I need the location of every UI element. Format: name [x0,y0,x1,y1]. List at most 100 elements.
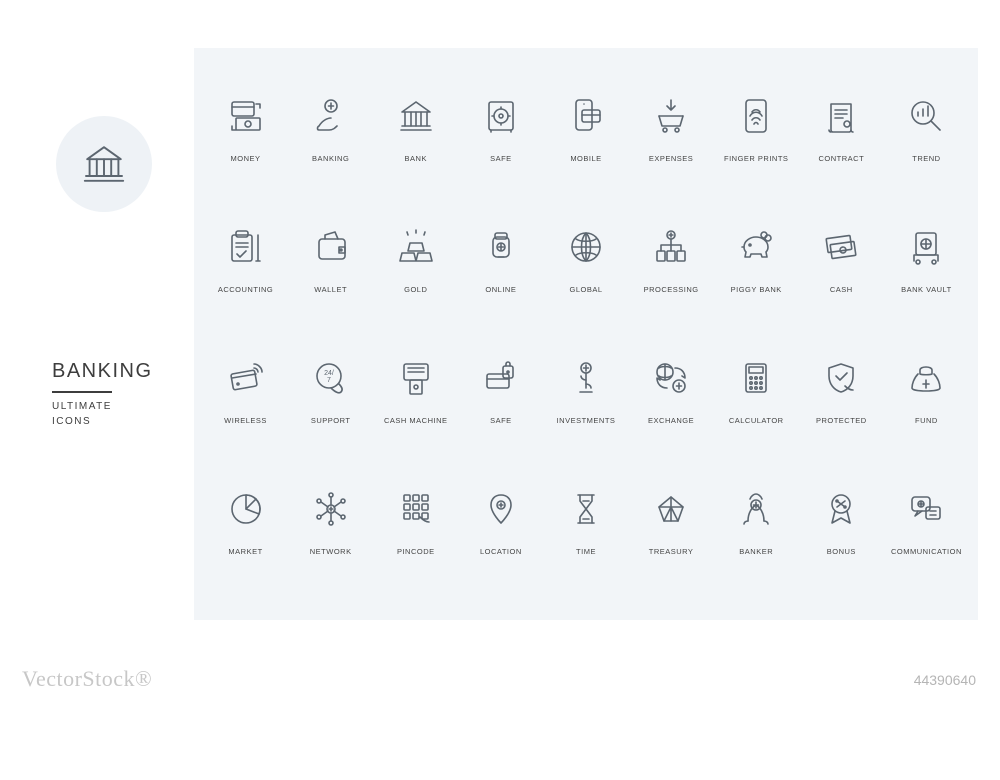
icon-label: WIRELESS [224,416,267,425]
trend-icon [902,92,950,140]
icon-cell-wallet: WALLET [289,223,372,348]
icon-cell-contract: CONTRACT [800,92,883,217]
icon-cell-fingerprints: FINGER PRINTS [715,92,798,217]
icon-label: MONEY [231,154,261,163]
icon-label: TIME [576,547,596,556]
icon-cell-fund: FUND [885,354,968,479]
location-icon [477,485,525,533]
icon-cell-bank: BANK [374,92,457,217]
icon-label: GOLD [404,285,427,294]
watermark-text: VectorStock® [22,666,152,692]
icon-cell-calculator: CALCULATOR [715,354,798,479]
bank-icon [392,92,440,140]
icon-label: PROCESSING [644,285,699,294]
icon-label: BANK VAULT [901,285,952,294]
icon-cell-online: ONLINE [459,223,542,348]
icon-cell-cashmachine: CASH MACHINE [374,354,457,479]
icon-cell-bankvault: BANK VAULT [885,223,968,348]
icon-cell-market: MARKET [204,485,287,610]
safe2-icon [477,354,525,402]
protected-icon [817,354,865,402]
icon-cell-safe: SAFE [459,92,542,217]
icon-cell-pincode: PINCODE [374,485,457,610]
canvas: BANKING ULTIMATE ICONS MONEY BANKING BANK S… [22,48,978,620]
fund-icon [902,354,950,402]
icon-cell-processing: PROCESSING [630,223,713,348]
icon-label: BONUS [827,547,856,556]
icon-label: EXCHANGE [648,416,694,425]
icon-label: CALCULATOR [729,416,784,425]
icon-cell-expenses: EXPENSES [630,92,713,217]
icon-cell-trend: TREND [885,92,968,217]
investments-icon [562,354,610,402]
exchange-icon [647,354,695,402]
hero-bank-icon [56,116,152,212]
title-sub1: ULTIMATE [52,399,153,414]
banking-icon [307,92,355,140]
icon-cell-bonus: BONUS [800,485,883,610]
icon-cell-banker: BANKER [715,485,798,610]
wireless-icon [222,354,270,402]
icon-cell-network: NETWORK [289,485,372,610]
bonus-icon [817,485,865,533]
title-main: BANKING [52,360,153,383]
icon-label: FUND [915,416,938,425]
global-icon [562,223,610,271]
icon-cell-exchange: EXCHANGE [630,354,713,479]
icon-label: INVESTMENTS [557,416,616,425]
cashmachine-icon [392,354,440,402]
calculator-icon [732,354,780,402]
icon-label: EXPENSES [649,154,693,163]
wallet-icon [307,223,355,271]
network-icon [307,485,355,533]
expenses-icon [647,92,695,140]
icon-label: LOCATION [480,547,522,556]
cash-icon [817,223,865,271]
icon-label: SUPPORT [311,416,351,425]
money-icon [222,92,270,140]
icon-cell-accounting: ACCOUNTING [204,223,287,348]
icon-label: ACCOUNTING [218,285,273,294]
icon-cell-time: TIME [544,485,627,610]
icon-cell-treasury: TREASURY [630,485,713,610]
banker-icon [732,485,780,533]
icon-cell-banking: BANKING [289,92,372,217]
title-block: BANKING ULTIMATE ICONS [52,360,153,429]
gold-icon [392,223,440,271]
icon-label: PIGGY BANK [731,285,782,294]
sidebar: BANKING ULTIMATE ICONS [22,48,194,620]
treasury-icon [647,485,695,533]
piggybank-icon [732,223,780,271]
title-sub2: ICONS [52,414,153,429]
accounting-icon [222,223,270,271]
processing-icon [647,223,695,271]
icon-label: MARKET [228,547,262,556]
icon-cell-gold: GOLD [374,223,457,348]
icon-label: CONTRACT [818,154,864,163]
icon-cell-global: GLOBAL [544,223,627,348]
mobile-icon [562,92,610,140]
safe-icon [477,92,525,140]
communication-icon [902,485,950,533]
icon-cell-wireless: WIRELESS [204,354,287,479]
icon-cell-protected: PROTECTED [800,354,883,479]
icon-label: TREASURY [649,547,694,556]
support-icon [307,354,355,402]
icon-cell-piggybank: PIGGY BANK [715,223,798,348]
icon-cell-cash: CASH [800,223,883,348]
icon-label: TREND [912,154,940,163]
bankvault-icon [902,223,950,271]
icon-cell-safe2: SAFE [459,354,542,479]
fingerprints-icon [732,92,780,140]
pincode-icon [392,485,440,533]
image-id: 44390640 [914,672,976,688]
icon-cell-money: MONEY [204,92,287,217]
icon-cell-mobile: MOBILE [544,92,627,217]
icon-label: SAFE [490,154,512,163]
icon-cell-support: SUPPORT [289,354,372,479]
icon-label: BANKER [739,547,773,556]
icon-label: BANKING [312,154,349,163]
online-icon [477,223,525,271]
icon-label: GLOBAL [569,285,602,294]
market-icon [222,485,270,533]
